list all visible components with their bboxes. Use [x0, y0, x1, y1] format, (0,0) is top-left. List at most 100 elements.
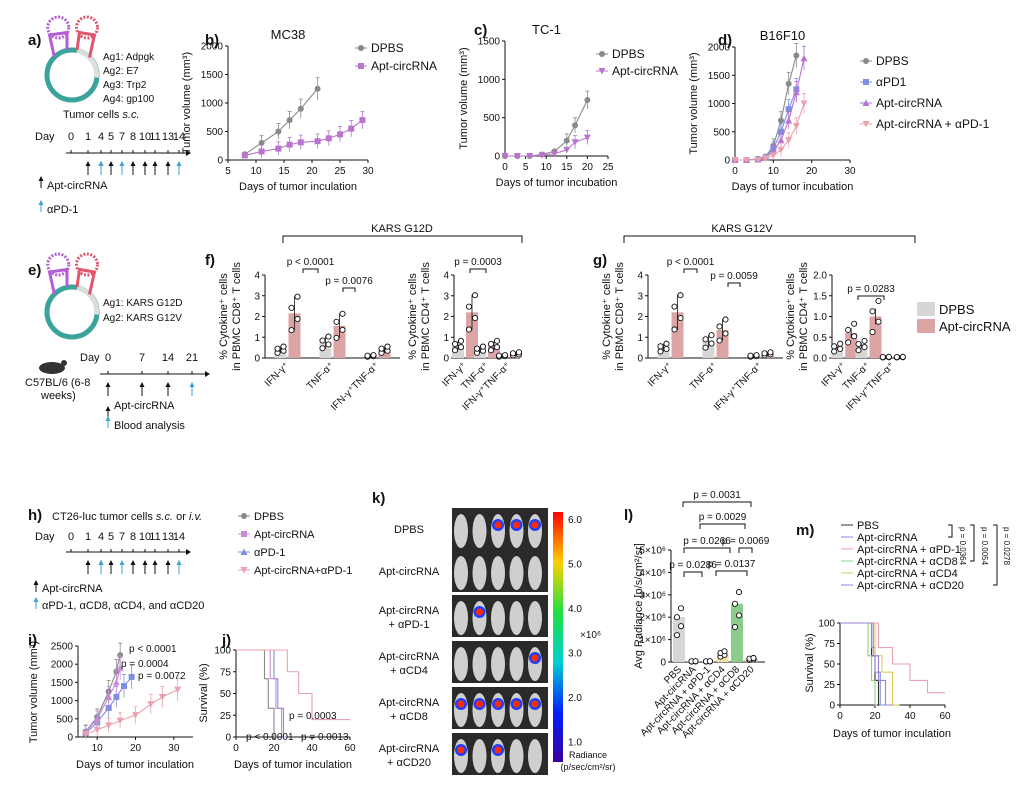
bar-dot — [702, 336, 709, 343]
antigen-label-2: Ag2: KARS G12V — [103, 313, 182, 324]
bar-dot — [861, 337, 868, 344]
chart-title: MC38 — [271, 27, 306, 42]
x-tick-label: 40 — [904, 711, 916, 722]
panel-label-h: h) — [28, 507, 42, 524]
bar-dot — [735, 612, 743, 619]
bioluminescence-signal-core — [494, 521, 502, 529]
y-tick-label: 1000 — [201, 99, 224, 110]
bioluminescence-signal-core — [531, 521, 539, 529]
y-axis-label: in PBMC CD4⁺ T cells — [420, 262, 432, 371]
legend-label: Apt-circRNA+αPD-1 — [254, 565, 352, 577]
bar — [716, 329, 729, 358]
significance-bracket — [469, 268, 487, 273]
timeline-h-blue-arrowhead — [98, 560, 104, 565]
panel-label-l: l) — [624, 507, 633, 524]
survival-1-line — [236, 649, 288, 738]
colorbar-tick-label: 2.0 — [568, 693, 582, 704]
colorbar-exponent: ×10⁶ — [580, 630, 601, 641]
day-tick-label: 11 — [149, 131, 160, 143]
series-2-line — [735, 58, 805, 161]
day-tick-label: 21 — [186, 352, 198, 364]
day-tick-label: 14 — [162, 352, 174, 364]
bar-dot — [493, 337, 501, 344]
timeline-a-arrowhead — [186, 150, 191, 156]
mouse-silhouette — [528, 739, 542, 773]
x-tick-label: 30 — [168, 743, 180, 754]
series-1-point — [513, 153, 521, 160]
mouse-silhouette — [509, 739, 524, 773]
mouse-silhouette — [454, 601, 468, 635]
legend-marker — [240, 548, 248, 555]
x-tick-label: 20 — [582, 162, 594, 173]
timeline-h-blue-arrowhead — [176, 560, 182, 565]
y-axis-label: in PBMC CD8⁺ T cells — [614, 262, 626, 371]
timeline-a-blue-arrowhead — [176, 161, 182, 166]
series-0-point — [785, 80, 792, 87]
bar-dot — [325, 333, 332, 340]
bar-dot — [735, 589, 743, 596]
chart-title: B16F10 — [760, 28, 806, 43]
bar-dot — [673, 632, 681, 639]
bar-dot — [451, 347, 459, 354]
mouse-icon-ear — [61, 360, 67, 366]
legend-label: Apt-circRNA + αCD8 — [857, 556, 958, 568]
day-tick-label: 10 — [139, 131, 151, 143]
imaging-row-label: DPBS — [394, 524, 424, 536]
bar-dot — [663, 340, 670, 347]
y-tick-label: 100 — [818, 619, 835, 630]
legend-label: DPBS — [254, 511, 284, 523]
p-value-label: p = 0.0013 — [301, 732, 349, 743]
aptamer-stem-right — [75, 30, 97, 58]
series-1-point — [275, 145, 282, 152]
y-tick-label: 2 — [443, 312, 449, 323]
legend-label: Apt-circRNA — [371, 59, 437, 73]
series-0-point — [793, 52, 800, 59]
y-axis-label: Survival (%) — [804, 633, 816, 692]
panel-label-e: e) — [28, 262, 41, 279]
x-tick-label: 5 — [225, 166, 231, 177]
timeline-h-apt-arrowhead — [108, 560, 114, 565]
series-1-point — [550, 150, 558, 158]
mouse-strain-label: weeks) — [40, 390, 76, 402]
day-tick-label: 14 — [173, 131, 185, 143]
antigen-label-1: Ag1: Adpgk — [103, 52, 155, 63]
timeline-a-apt-arrowhead — [85, 161, 91, 166]
imaging-row-label: + αCD8 — [390, 711, 428, 723]
day-tick-label: 13 — [162, 531, 174, 543]
bar-dot — [515, 349, 523, 356]
significance-bracket — [682, 501, 752, 507]
legend-label: Apt-circRNA + αPD-1 — [857, 544, 961, 556]
y-tick-label: 2 — [254, 312, 260, 323]
legend-arrowhead-blue — [33, 597, 39, 602]
y-tick-label: 3×10⁶ — [639, 590, 666, 601]
antigen-label-1: Ag1: KARS G12D — [103, 298, 182, 309]
bioluminescence-signal-core — [531, 654, 539, 662]
x-tick-label: 25 — [602, 162, 614, 173]
bar-dot — [457, 337, 465, 344]
survival-2-line — [236, 649, 286, 738]
panel-label-j: j) — [221, 632, 231, 649]
legend-apt-label: Apt-circRNA — [47, 180, 108, 192]
day-label: Day — [35, 531, 55, 543]
panel-label-f: f) — [205, 252, 215, 269]
y-axis-label: % Cytokine⁺ cells — [407, 273, 419, 360]
aptamer-stem-left — [47, 30, 69, 58]
mouse-silhouette — [491, 601, 505, 635]
bar-dot — [457, 344, 465, 351]
bioluminescence-signal-core — [494, 700, 502, 708]
bioluminescence-signal-core — [513, 521, 520, 529]
significance-bracket — [993, 524, 998, 586]
timeline-e-apt-arrowhead — [139, 382, 145, 387]
series-1-point — [348, 125, 355, 132]
bar-dot — [677, 292, 684, 299]
p-value-label: p = 0.0286 — [669, 560, 717, 571]
y-tick-label: 1000 — [51, 696, 74, 707]
bar-dot — [288, 304, 295, 311]
timeline-e-apt-arrowhead — [165, 382, 171, 387]
aptamer-loop-right — [75, 15, 99, 40]
bar-dot — [471, 292, 479, 299]
survival-0-line — [840, 622, 882, 706]
bar-dot — [869, 329, 876, 336]
cells-label: Tumor cells s.c. — [63, 109, 140, 121]
